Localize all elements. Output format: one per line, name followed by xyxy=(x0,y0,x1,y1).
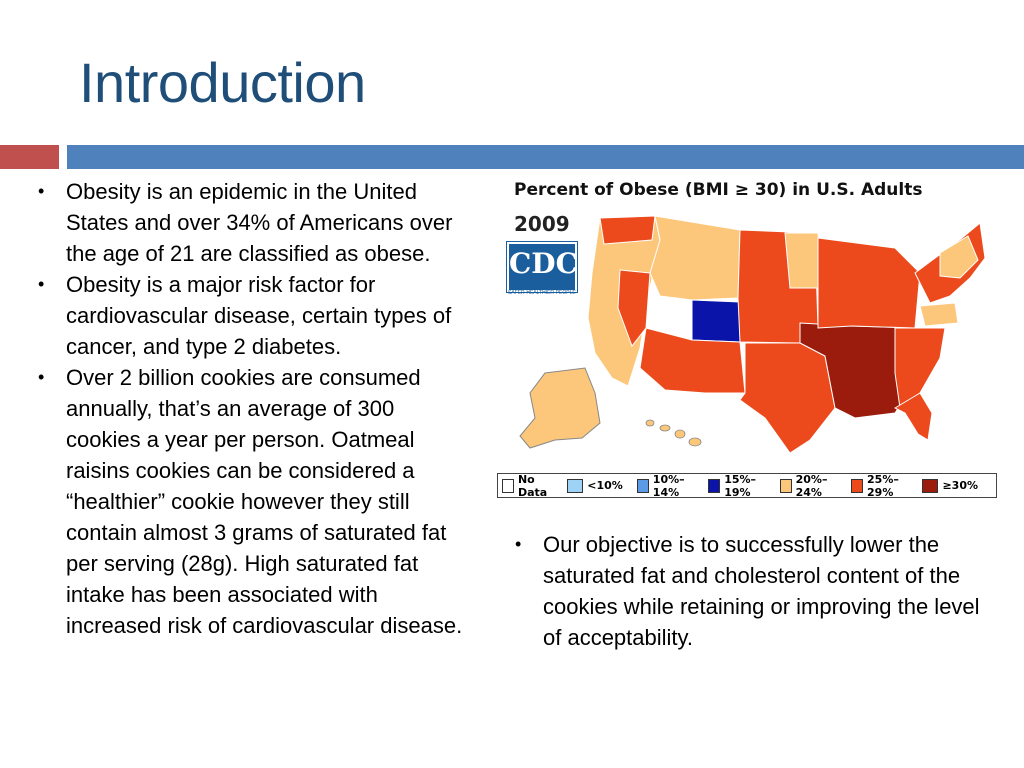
left-bullet-list: • Obesity is an epidemic in the United St… xyxy=(28,176,473,641)
map-region-minnesota xyxy=(784,232,823,289)
legend-swatch xyxy=(502,478,514,493)
legend-label: 20%–24% xyxy=(795,472,828,499)
map-region-alaska xyxy=(519,367,601,449)
bullet-icon: • xyxy=(38,367,45,387)
legend-item: 25%–29% xyxy=(851,473,908,499)
bullet-item: • Obesity is a major risk factor for card… xyxy=(28,269,473,362)
map-region-hawaii xyxy=(688,437,702,447)
map-region-nevada xyxy=(617,269,651,348)
map-legend: No Data <10% 10%–14% 15%–19% 20%–24% 25%… xyxy=(497,472,997,499)
accent-bar-right xyxy=(67,145,1024,169)
legend-swatch xyxy=(636,478,649,493)
legend-swatch xyxy=(708,478,721,493)
cdc-logo-subtext: SAFER·HEALTHIER·PEOPLE xyxy=(508,290,576,296)
legend-item: ≥30% xyxy=(922,478,978,493)
bullet-item: • Over 2 billion cookies are consumed ann… xyxy=(28,362,473,641)
bullet-text: Our objective is to successfully lower t… xyxy=(543,532,980,650)
map-title: Percent of Obese (BMI ≥ 30) in U.S. Adul… xyxy=(514,180,923,200)
legend-label: 25%–29% xyxy=(867,472,899,499)
legend-label: ≥30% xyxy=(942,479,978,492)
obesity-map-figure: Percent of Obese (BMI ≥ 30) in U.S. Adul… xyxy=(500,178,1000,503)
map-region-virginia xyxy=(919,302,959,327)
bullet-text: Obesity is a major risk factor for cardi… xyxy=(66,272,452,359)
legend-item: 15%–19% xyxy=(708,473,765,499)
map-region-northeast-light xyxy=(939,235,979,279)
legend-item: <10% xyxy=(567,478,623,493)
legend-item: 20%–24% xyxy=(779,472,837,499)
slide-title: Introduction xyxy=(79,51,366,114)
us-map-graphic xyxy=(519,215,986,454)
legend-label: <10% xyxy=(587,479,623,492)
legend-swatch xyxy=(922,478,939,493)
cdc-logo: CDC xyxy=(507,242,578,292)
map-year: 2009 xyxy=(514,212,570,236)
map-region-mountain xyxy=(649,215,741,301)
bullet-text: Over 2 billion cookies are consumed annu… xyxy=(66,365,463,638)
legend-label: 15%–19% xyxy=(724,472,757,499)
bullet-icon: • xyxy=(38,181,45,201)
map-region-florida xyxy=(893,392,933,441)
map-region-southwest xyxy=(639,327,746,394)
map-region-midwest xyxy=(817,237,921,329)
legend-swatch xyxy=(851,478,864,493)
legend-item: 10%–14% xyxy=(636,472,694,499)
map-region-texas xyxy=(739,342,836,454)
legend-label: 10%–14% xyxy=(652,472,685,499)
legend-swatch xyxy=(567,478,584,493)
bullet-icon: • xyxy=(515,534,522,554)
legend-item: No Data xyxy=(502,473,553,499)
bullet-item: • Our objective is to successfully lower … xyxy=(505,529,985,653)
legend-label: No Data xyxy=(517,472,548,499)
bullet-text: Obesity is an epidemic in the United Sta… xyxy=(66,179,453,266)
right-bullet-list: • Our objective is to successfully lower … xyxy=(505,529,985,653)
map-region-hawaii xyxy=(659,424,671,432)
bullet-item: • Obesity is an epidemic in the United St… xyxy=(28,176,473,269)
map-region-washington xyxy=(599,215,656,245)
map-region-hawaii xyxy=(674,429,686,439)
map-region-colorado xyxy=(691,299,741,343)
bullet-icon: • xyxy=(38,274,45,294)
accent-bar-left xyxy=(0,145,59,169)
map-region-hawaii xyxy=(645,419,655,427)
legend-swatch xyxy=(779,478,792,493)
